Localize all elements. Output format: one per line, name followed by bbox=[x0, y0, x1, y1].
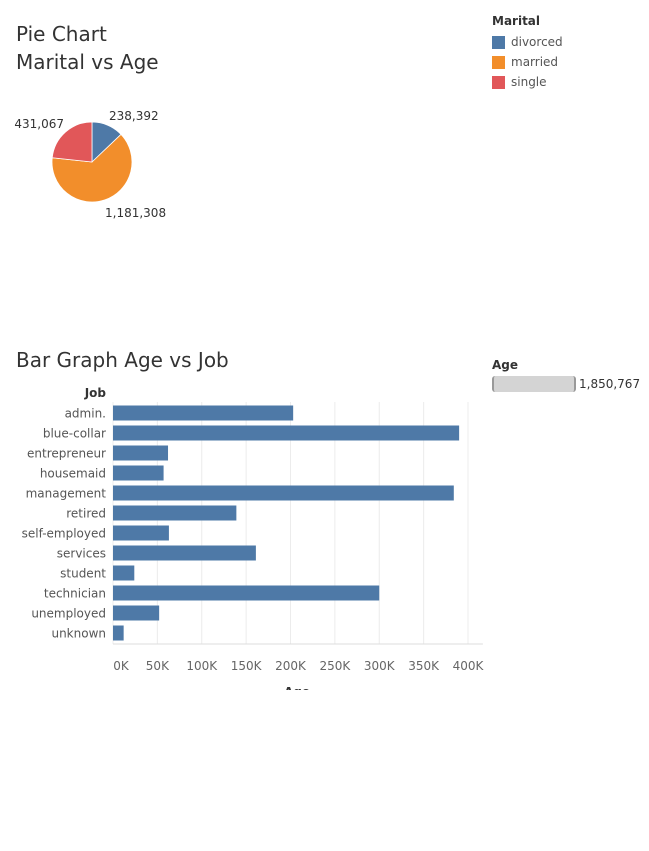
y-axis-title: Job bbox=[84, 386, 107, 400]
bar-management[interactable] bbox=[113, 485, 454, 501]
legend-swatch-divorced bbox=[492, 35, 505, 49]
y-tick-label: blue-collar bbox=[43, 427, 106, 441]
bar-technician[interactable] bbox=[113, 585, 380, 601]
y-tick-label: unemployed bbox=[31, 607, 106, 621]
y-tick-label: self-employed bbox=[22, 527, 106, 541]
y-tick-label: unknown bbox=[51, 627, 106, 641]
x-tick-label: 300K bbox=[364, 659, 396, 673]
x-tick-label: 100K bbox=[186, 659, 218, 673]
legend-item-married[interactable]: married bbox=[492, 52, 563, 72]
x-tick-label: 350K bbox=[408, 659, 440, 673]
bar-admin[interactable] bbox=[113, 405, 294, 421]
pie-label-single: 431,067 bbox=[14, 117, 64, 131]
pie-chart-subtitle: Marital vs Age bbox=[16, 50, 159, 74]
x-axis-title: Age bbox=[284, 685, 310, 690]
y-tick-label: admin. bbox=[65, 407, 106, 421]
bar-entrepreneur[interactable] bbox=[113, 445, 169, 461]
pie-label-divorced: 238,392 bbox=[109, 109, 159, 123]
y-tick-label: student bbox=[60, 567, 106, 581]
bar-housemaid[interactable] bbox=[113, 465, 164, 481]
age-legend-title: Age bbox=[492, 358, 519, 372]
y-tick-label: management bbox=[26, 487, 107, 501]
legend-title: Marital bbox=[492, 14, 541, 28]
bar-unemployed[interactable] bbox=[113, 605, 160, 621]
legend-swatch-married bbox=[492, 55, 505, 69]
legend-swatch-single bbox=[492, 75, 505, 89]
pie-slice-single[interactable] bbox=[51, 121, 93, 163]
x-tick-label: 0K bbox=[113, 659, 130, 673]
legend-label-single: single bbox=[511, 75, 547, 89]
x-tick-label: 200K bbox=[275, 659, 307, 673]
x-tick-label: 50K bbox=[146, 659, 170, 673]
y-tick-label: services bbox=[57, 547, 106, 561]
age-legend-value: 1,850,767 bbox=[579, 377, 641, 391]
age-size-legend: Age 1,850,767 bbox=[492, 358, 640, 392]
age-legend-bar[interactable] bbox=[492, 376, 576, 392]
bar-retired[interactable] bbox=[113, 505, 237, 521]
pie-chart: 238,392 1,181,308 431,067 bbox=[14, 109, 166, 220]
bar-self-employed[interactable] bbox=[113, 525, 169, 541]
pie-label-married: 1,181,308 bbox=[105, 206, 166, 220]
legend-item-divorced[interactable]: divorced bbox=[492, 32, 563, 52]
marital-legend: Marital divorced married single bbox=[492, 14, 563, 92]
x-tick-label: 250K bbox=[319, 659, 351, 673]
bar-student[interactable] bbox=[113, 565, 135, 581]
y-tick-label: housemaid bbox=[40, 467, 106, 481]
x-tick-label: 400K bbox=[453, 659, 485, 673]
y-tick-label: retired bbox=[66, 507, 106, 521]
pie-chart-title: Pie Chart bbox=[16, 22, 107, 46]
bar-chart: Job admin. blue-collar entrepreneur housemai… bbox=[22, 386, 485, 690]
y-tick-label: entrepreneur bbox=[27, 447, 106, 461]
bar-chart-title: Bar Graph Age vs Job bbox=[16, 348, 229, 372]
legend-item-single[interactable]: single bbox=[492, 72, 563, 92]
bar-services[interactable] bbox=[113, 545, 256, 561]
legend-label-married: married bbox=[511, 55, 559, 69]
bar-unknown[interactable] bbox=[113, 625, 124, 641]
legend-label-divorced: divorced bbox=[511, 35, 563, 49]
pie-slice-married[interactable] bbox=[51, 133, 133, 203]
bar-blue-collar[interactable] bbox=[113, 425, 460, 441]
y-tick-label: technician bbox=[44, 587, 106, 601]
x-tick-label: 150K bbox=[231, 659, 263, 673]
